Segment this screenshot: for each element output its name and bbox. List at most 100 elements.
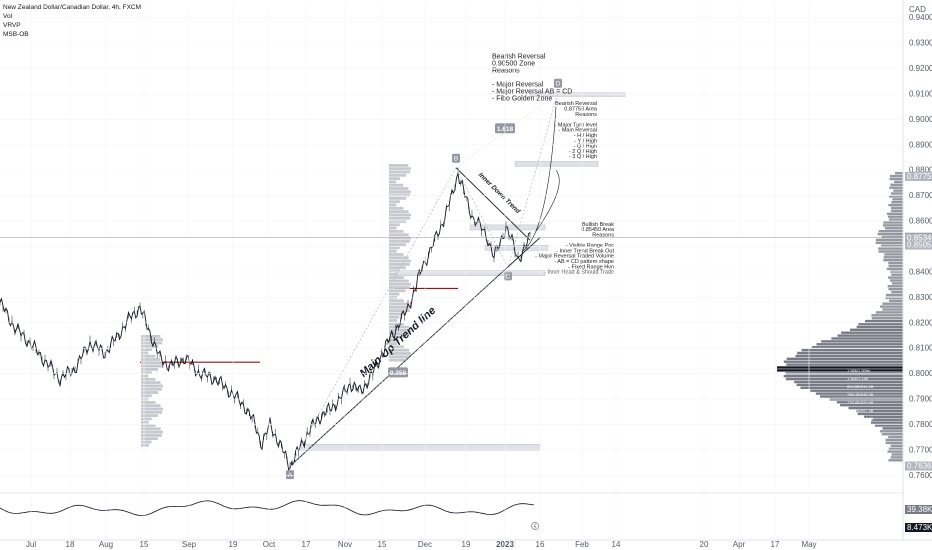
volume-bar: [795, 354, 903, 358]
volume-bar: [888, 299, 903, 302]
volume-bar: [840, 404, 903, 407]
volume-bar: [887, 276, 903, 279]
volume-bar: [389, 259, 411, 263]
volume-bar: [389, 302, 409, 306]
volume-bar: [883, 256, 903, 259]
volume-bar: [389, 167, 411, 171]
volume-bar: [883, 221, 903, 224]
volume-bar: [389, 342, 398, 345]
volume-bar: [389, 197, 407, 200]
trend-line: [455, 167, 531, 241]
volume-bar: [887, 285, 903, 288]
price-tag-label: 0.87756: [907, 172, 932, 181]
volume-bar: [821, 340, 903, 343]
volume-bar: [141, 427, 161, 431]
volume-bar: [389, 226, 397, 230]
volume-bar: [141, 348, 153, 351]
volume-bar: [786, 357, 903, 360]
x-tick-label: 18: [66, 540, 75, 549]
volume-bar: [141, 377, 156, 381]
volume-bar: [810, 389, 903, 392]
volume-bar: [786, 363, 903, 366]
x-tick-label: 17: [771, 540, 780, 549]
annotation-line: 0.85450 Area: [581, 227, 615, 233]
volume-bar: [777, 369, 903, 372]
volume-bar: [890, 206, 903, 210]
volume-bar: [837, 334, 903, 337]
volume-bar: [141, 374, 149, 378]
annotation-line: - Major Reversal AB = CD: [492, 88, 572, 95]
price-tag: [905, 171, 932, 181]
volume-profile-label: 785.4B/645.3B: [847, 392, 874, 397]
annotation-line: Bearish Reversal: [492, 53, 546, 60]
volume-bar: [389, 239, 410, 243]
annotation-block: Bullish Break 0.85450 Area Reasons - Visib…: [535, 222, 615, 276]
annotation-line: - H / High: [574, 133, 597, 139]
volume-bar: [882, 302, 903, 305]
volume-profile-label: 744.2B/597.4B: [847, 408, 874, 413]
volume-bar: [389, 345, 405, 349]
volume-bar: [887, 450, 903, 453]
volume-bar: [389, 223, 400, 227]
volume-bar: [141, 387, 163, 391]
volume-bar: [783, 375, 903, 378]
annotation-line: - Fixed Range Hvn: [568, 264, 614, 270]
volume-bar: [888, 264, 903, 268]
volume-bar: [816, 343, 903, 346]
volume-bar: [389, 289, 406, 293]
volume-bar: [389, 187, 409, 190]
volume-bar: [141, 437, 158, 441]
indicator-vrvp[interactable]: VRVP: [3, 22, 21, 29]
volume-bar: [141, 354, 156, 358]
annotation-line: 0.90500 Zone: [492, 60, 535, 67]
volume-bar: [858, 322, 903, 326]
x-tick-label: Sep: [182, 540, 197, 549]
volume-bar: [141, 391, 159, 394]
pattern-point-badge: [452, 153, 460, 163]
volume-bar: [389, 203, 397, 207]
volume-bar: [888, 435, 903, 439]
volume-bar: [892, 198, 903, 201]
volume-bar: [141, 371, 152, 375]
indicator-vol[interactable]: Vol: [3, 13, 13, 20]
volume-bar: [783, 360, 903, 363]
annotation-line: Reasons: [592, 233, 614, 239]
x-tick-label: 15: [378, 540, 387, 549]
annotation-line: Reasons: [575, 112, 597, 118]
price-zone: [299, 444, 541, 451]
volume-bar: [141, 338, 163, 342]
volume-bar: [389, 180, 397, 184]
volume-bar: [884, 253, 903, 256]
volume-bar: [389, 312, 406, 316]
annotation-line: - AB = CD pattern shape: [554, 259, 614, 265]
annotation-line: - Y / High: [574, 138, 597, 144]
volume-bar: [857, 412, 903, 416]
oscillator-tag: [905, 505, 932, 514]
symbol-title[interactable]: New Zealand Dollar/Canadian Dollar, 4h, …: [3, 4, 142, 11]
volume-bar: [141, 417, 152, 421]
x-tick-label: Nov: [338, 540, 352, 549]
volume-bar: [831, 337, 903, 340]
annotation-line: - Inner Head & Should Trade: [544, 270, 614, 276]
volume-bar: [888, 218, 903, 221]
volume-bar: [389, 249, 397, 253]
volume-bar: [141, 434, 162, 437]
x-tick-label: May: [801, 540, 816, 549]
volume-bar: [389, 299, 404, 303]
volume-bar: [141, 443, 149, 447]
volume-bar: [836, 401, 903, 404]
indicator-msb-ob[interactable]: MSB-OB: [3, 31, 29, 38]
volume-bar: [141, 381, 161, 384]
lightning-icon: [531, 522, 539, 530]
volume-bar: [141, 401, 156, 404]
volume-bar: [888, 195, 903, 198]
x-tick-label: Dec: [418, 540, 432, 549]
volume-bar: [389, 263, 410, 266]
volume-bar: [811, 346, 903, 349]
